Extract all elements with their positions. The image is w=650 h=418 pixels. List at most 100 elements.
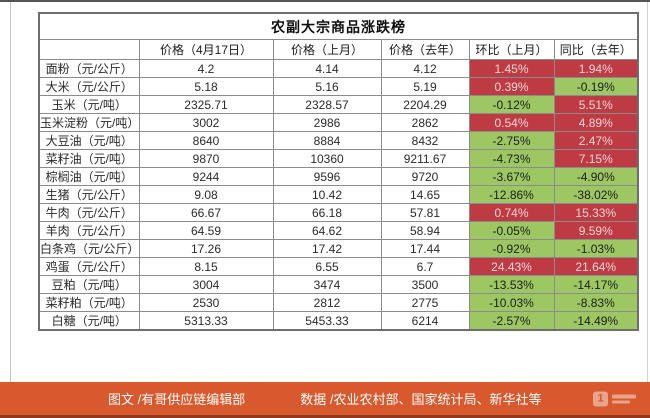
table-row: 面粉（元/公斤） 4.2 4.14 4.12 1.45% 1.94%	[38, 59, 639, 78]
price-cell: 66.18	[272, 203, 382, 222]
commodity-label: 玉米（元/吨）	[38, 95, 140, 114]
price-cell: 17.44	[380, 239, 470, 258]
commodity-label: 白糖（元/吨）	[38, 311, 140, 331]
right-edge-line	[647, 2, 648, 382]
table-row: 豆粕（元/吨） 3004 3474 3500 -13.53% -14.17%	[38, 275, 639, 294]
yoy-change-cell: 9.59%	[553, 221, 639, 240]
watermark-icon: 1	[593, 391, 608, 406]
watermark-text-bars	[612, 394, 636, 403]
price-cell: 64.62	[272, 221, 382, 240]
table-row: 羊肉（元/公斤） 64.59 64.62 58.94 -0.05% 9.59%	[38, 221, 639, 240]
yoy-change-cell: -0.19%	[553, 77, 639, 96]
footer-credits: 图文 /有哥供应链编辑部	[108, 392, 246, 407]
price-cell: 9596	[272, 167, 382, 186]
price-cell: 8432	[380, 131, 470, 150]
price-cell: 3474	[272, 275, 382, 294]
table-row: 鸡蛋（元/公斤） 8.15 6.55 6.7 24.43% 21.64%	[38, 257, 639, 276]
footer-sources: 数据 /农业农村部、国家统计局、新华社等	[300, 392, 542, 407]
mom-change-cell: 0.54%	[468, 113, 555, 132]
mom-change-cell: 24.43%	[468, 257, 555, 276]
left-edge-line	[10, 2, 11, 382]
price-cell: 9244	[138, 167, 274, 186]
price-cell: 5.19	[380, 77, 470, 96]
mom-change-cell: 0.74%	[468, 203, 555, 222]
yoy-change-cell: 4.89%	[553, 113, 639, 132]
commodity-price-table: 农副大宗商品涨跌榜 价格（4月17日） 价格（上月） 价格（去年） 环比（上月）…	[38, 12, 640, 331]
commodity-label: 白条鸡（元/公斤）	[38, 239, 140, 258]
table-title: 农副大宗商品涨跌榜	[38, 12, 639, 40]
yoy-change-cell: -8.83%	[553, 293, 639, 312]
yoy-change-cell: 15.33%	[553, 203, 639, 222]
column-header-yoy-change: 同比（去年）	[553, 39, 639, 60]
price-cell: 6.7	[380, 257, 470, 276]
commodity-label: 面粉（元/公斤）	[38, 59, 140, 78]
price-cell: 10360	[272, 149, 382, 168]
table-row: 白条鸡（元/公斤） 17.26 17.42 17.44 -0.92% -1.03%	[38, 239, 639, 258]
price-cell: 9211.67	[380, 149, 470, 168]
mom-change-cell: 1.45%	[468, 59, 555, 78]
price-cell: 5.18	[138, 77, 274, 96]
price-cell: 2328.57	[272, 95, 382, 114]
commodity-label: 羊肉（元/公斤）	[38, 221, 140, 240]
yoy-change-cell: -38.02%	[553, 185, 639, 204]
mom-change-cell: -2.57%	[468, 311, 555, 331]
column-header-mom-change: 环比（上月）	[468, 39, 555, 60]
price-cell: 3500	[380, 275, 470, 294]
price-cell: 14.65	[380, 185, 470, 204]
yoy-change-cell: 5.51%	[553, 95, 639, 114]
table-row: 玉米（元/吨） 2325.71 2328.57 2204.29 -0.12% 5.51%	[38, 95, 639, 114]
price-cell: 5.16	[272, 77, 382, 96]
yoy-change-cell: -4.90%	[553, 167, 639, 186]
commodity-label: 牛肉（元/公斤）	[38, 203, 140, 222]
footer-bar: 图文 /有哥供应链编辑部 数据 /农业农村部、国家统计局、新华社等 1	[0, 382, 650, 418]
table-row: 牛肉（元/公斤） 66.67 66.18 57.81 0.74% 15.33%	[38, 203, 639, 222]
commodity-label: 菜籽油（元/吨）	[38, 149, 140, 168]
table-row: 棕榈油（元/吨） 9244 9596 9720 -3.67% -4.90%	[38, 167, 639, 186]
price-cell: 58.94	[380, 221, 470, 240]
table-row: 白糖（元/吨） 5313.33 5453.33 6214 -2.57% -14.49%	[38, 311, 639, 331]
price-cell: 5453.33	[272, 311, 382, 331]
header-row: 价格（4月17日） 价格（上月） 价格（去年） 环比（上月） 同比（去年）	[38, 39, 639, 60]
yoy-change-cell: -14.49%	[553, 311, 639, 331]
column-header-price-apr17: 价格（4月17日）	[138, 39, 274, 60]
mom-change-cell: -4.73%	[468, 149, 555, 168]
yoy-change-cell: 7.15%	[553, 149, 639, 168]
table-row: 大米（元/公斤） 5.18 5.16 5.19 0.39% -0.19%	[38, 77, 639, 96]
price-cell: 3002	[138, 113, 274, 132]
top-edge-line	[0, 0, 650, 2]
price-cell: 17.42	[272, 239, 382, 258]
table-row: 大豆油（元/吨） 8640 8884 8432 -2.75% 2.47%	[38, 131, 639, 150]
mom-change-cell: -13.53%	[468, 275, 555, 294]
price-cell: 17.26	[138, 239, 274, 258]
price-cell: 6214	[380, 311, 470, 331]
price-cell: 66.67	[138, 203, 274, 222]
commodity-label: 大米（元/公斤）	[38, 77, 140, 96]
commodity-label: 玉米淀粉（元/吨）	[38, 113, 140, 132]
mom-change-cell: -10.03%	[468, 293, 555, 312]
mom-change-cell: -0.12%	[468, 95, 555, 114]
mom-change-cell: -12.86%	[468, 185, 555, 204]
commodity-label: 棕榈油（元/吨）	[38, 167, 140, 186]
mom-change-cell: -0.92%	[468, 239, 555, 258]
price-cell: 2325.71	[138, 95, 274, 114]
price-cell: 4.2	[138, 59, 274, 78]
column-header-price-last-year: 价格（去年）	[380, 39, 470, 60]
commodity-label: 豆粕（元/吨）	[38, 275, 140, 294]
mom-change-cell: -0.05%	[468, 221, 555, 240]
price-cell: 4.14	[272, 59, 382, 78]
table-row: 玉米淀粉（元/吨） 3002 2986 2862 0.54% 4.89%	[38, 113, 639, 132]
mom-change-cell: -3.67%	[468, 167, 555, 186]
commodity-label: 大豆油（元/吨）	[38, 131, 140, 150]
yoy-change-cell: 21.64%	[553, 257, 639, 276]
table-row: 菜籽油（元/吨） 9870 10360 9211.67 -4.73% 7.15%	[38, 149, 639, 168]
commodity-label: 生猪（元/公斤）	[38, 185, 140, 204]
price-cell: 6.55	[272, 257, 382, 276]
price-cell: 57.81	[380, 203, 470, 222]
price-cell: 4.12	[380, 59, 470, 78]
price-cell: 9720	[380, 167, 470, 186]
yoy-change-cell: -1.03%	[553, 239, 639, 258]
price-cell: 2812	[272, 293, 382, 312]
price-cell: 10.42	[272, 185, 382, 204]
price-cell: 8.15	[138, 257, 274, 276]
price-cell: 2862	[380, 113, 470, 132]
